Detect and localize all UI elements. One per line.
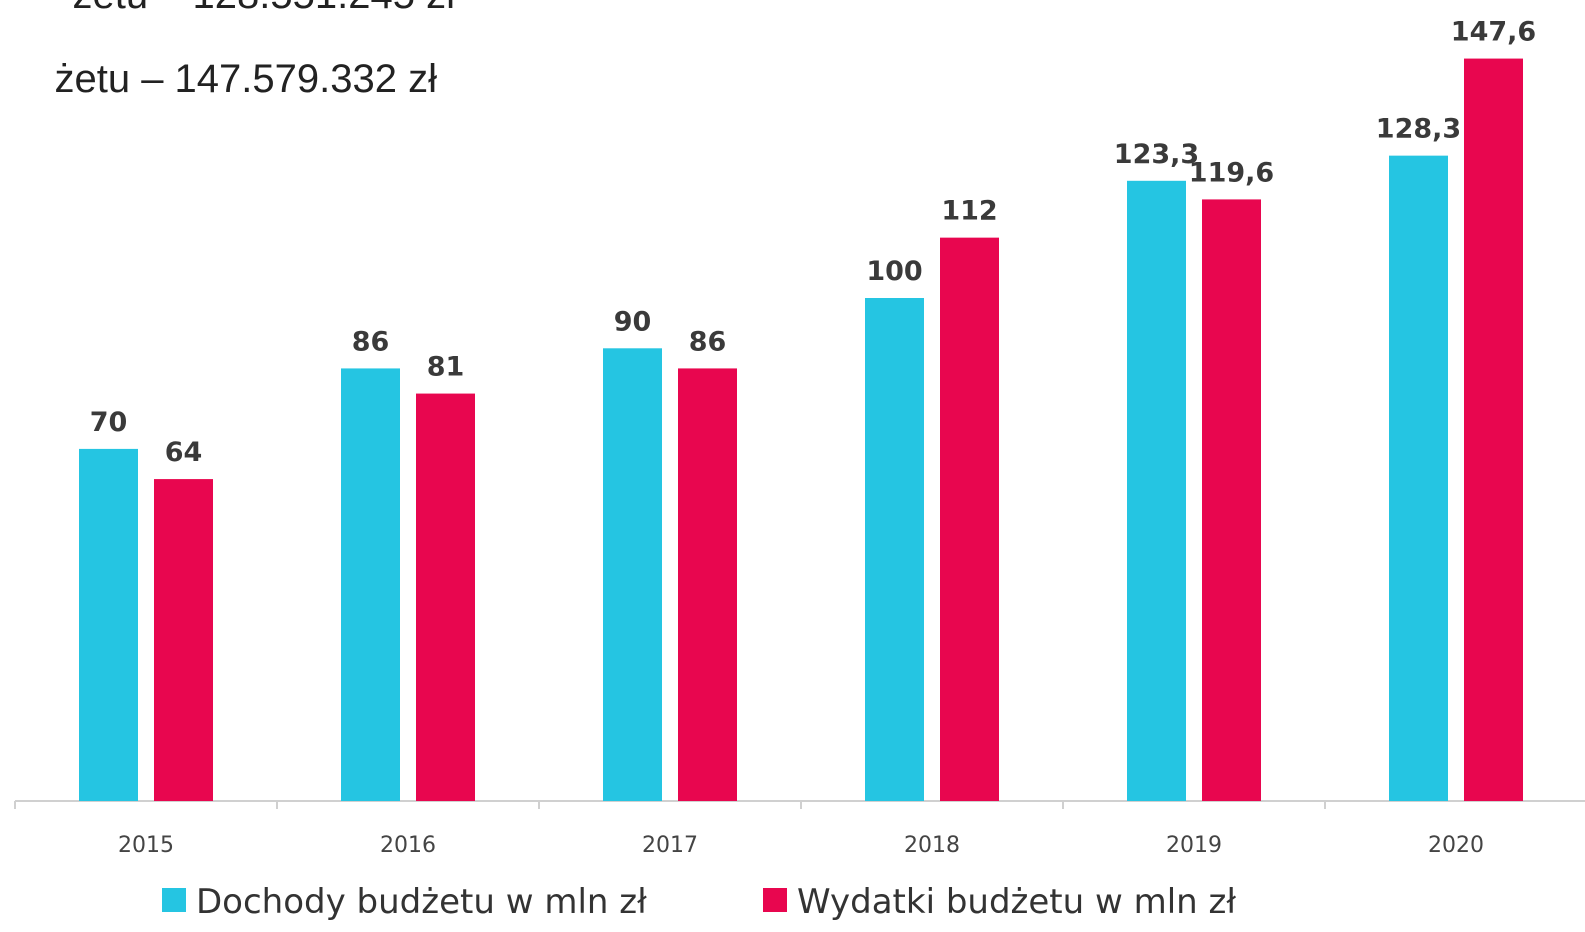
value-label: 90 — [614, 306, 652, 337]
value-label: 119,6 — [1189, 157, 1274, 188]
legend-label: Dochody budżetu w mln zł — [196, 882, 647, 922]
x-tick-label: 2020 — [1428, 833, 1484, 858]
bar — [1464, 58, 1523, 801]
annotation: żetu – 147.579.332 zł — [54, 57, 437, 101]
value-label: 64 — [165, 437, 203, 468]
x-tick-label: 2018 — [904, 833, 960, 858]
bar — [1127, 180, 1186, 801]
x-tick-label: 2017 — [642, 833, 698, 858]
legend-swatch — [162, 888, 186, 912]
bar — [1202, 199, 1261, 802]
legend-label: Wydatki budżetu w mln zł — [797, 882, 1236, 922]
value-label: 123,3 — [1114, 139, 1199, 170]
bar — [1389, 155, 1448, 801]
value-label: 112 — [941, 196, 997, 227]
bar — [678, 368, 737, 801]
value-label: 147,6 — [1451, 17, 1536, 48]
value-label: 100 — [866, 256, 922, 287]
bar — [865, 298, 924, 801]
value-label: 86 — [352, 326, 390, 357]
x-tick-label: 2015 — [118, 833, 174, 858]
x-tick-label: 2019 — [1166, 833, 1222, 858]
value-label: 70 — [90, 407, 128, 438]
bar — [416, 393, 475, 801]
x-tick-label: 2016 — [380, 833, 436, 858]
bar — [603, 348, 662, 801]
annotation: żetu – 128.551.245 zł — [72, 0, 455, 17]
value-label: 86 — [689, 326, 727, 357]
value-label: 128,3 — [1376, 114, 1461, 145]
bar — [940, 237, 999, 801]
value-label: 81 — [427, 352, 465, 383]
legend-swatch — [763, 888, 787, 912]
bar — [154, 479, 213, 801]
bar — [341, 368, 400, 801]
bar — [79, 448, 138, 801]
